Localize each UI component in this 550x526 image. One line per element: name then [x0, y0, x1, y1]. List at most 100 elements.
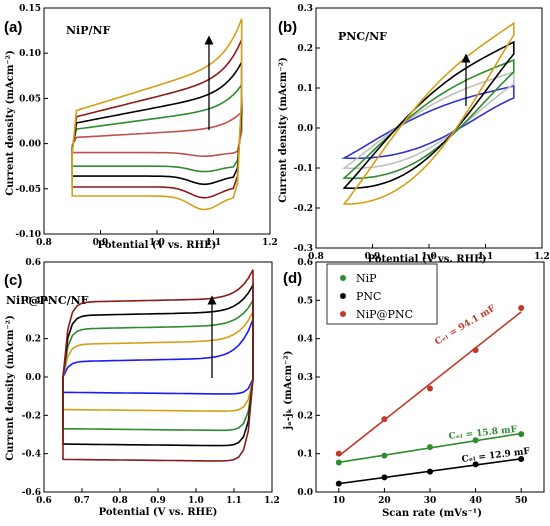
panel-d-ticks: 10 20 30 40 50 0.0 0.1 0.2 0.3 0.4 0.5 0.6: [297, 258, 527, 506]
xtick-label-2: 1.0: [149, 238, 165, 248]
ytick-label-5: 0.5: [297, 296, 313, 306]
panel-c-nip-pnc-nf: (c) NiP@PNC/NF 0.6 0.7 0.8 0.9 1.0 1.1 1.2-0.6…: [4, 258, 280, 518]
ytick-label-2: 0.2: [297, 411, 313, 421]
panel-b-pnc-nf: (b) PNC/NF 0.8 0.9 1.0 1.1 1.2-0.3-0.2-0.10.…: [278, 4, 550, 265]
point-1-3: [472, 461, 479, 468]
ytick-label-3: 0.3: [297, 373, 313, 383]
ytick-label-0: -0.6: [22, 488, 41, 498]
xtick-label-0: 10: [333, 496, 346, 506]
panel-b-title: PNC/NF: [338, 30, 387, 43]
ytick-label-0: 0.0: [297, 488, 313, 498]
panel-d-ylabel: jₐ-jₖ (mAcm⁻²): [283, 351, 294, 431]
panel-a-nip-nf: (a) NiP/NF 0.8 0.9 1.0 1.1 1.2 -0.10 -0.05 0.00…: [4, 4, 278, 251]
panel-a-curves: [71, 18, 243, 211]
panel-b-axes-frame: [315, 7, 543, 249]
point-0-3: [472, 437, 479, 444]
point-2-4: [518, 305, 525, 311]
ytick-label-2: 0.00: [19, 140, 41, 150]
ytick-label-3: 0.05: [19, 94, 41, 104]
xtick-label-1: 0.9: [93, 238, 109, 248]
point-0-4: [518, 431, 525, 438]
point-0-0: [335, 459, 342, 466]
xtick-label-2: 0.8: [112, 496, 128, 506]
panel-c-curves: [62, 269, 254, 462]
point-1-2: [427, 468, 433, 475]
legend-label-nip-pnc: NiP@PNC: [356, 308, 413, 321]
ytick-label-3: 0.0: [297, 124, 313, 134]
ytick-label-4: 0.4: [297, 335, 313, 345]
ytick-label-4: 0.1: [297, 84, 313, 94]
panel-a-ylabel: Current density (mAcm⁻²): [5, 50, 16, 196]
ytick-label-4: 0.10: [19, 49, 41, 59]
point-1-0: [335, 480, 342, 487]
ytick-label-0: -0.3: [294, 244, 313, 254]
cv-loop-a-0: [71, 110, 243, 157]
panel-d-axes-frame: [315, 261, 545, 493]
cv-loop-a-4: [71, 18, 243, 211]
panel-d-capacitance: (d) 10 20 30 40 50 0.0 0.1 0.2 0.3 0.4 0.5 0.6 Scan…: [283, 258, 545, 519]
panel-c-tag: (c): [4, 272, 22, 289]
xtick-label-3: 1.1: [478, 252, 494, 262]
ytick-label-6: 0.6: [25, 258, 41, 268]
ytick-label-5: 0.4: [25, 296, 41, 306]
ytick-label-1: -0.05: [15, 185, 41, 195]
xtick-label-1: 20: [378, 496, 391, 506]
xtick-label-2: 1.0: [421, 252, 437, 262]
panel-d-tag: (d): [283, 270, 302, 287]
panel-c-xlabel: Potential (V vs. RHE): [99, 507, 218, 518]
xtick-label-4: 1.2: [534, 252, 550, 262]
point-0-1: [381, 452, 388, 459]
panel-c-axes-frame: [43, 261, 273, 493]
panel-b-xlabel: Potential (V vs. RHE): [368, 254, 487, 265]
panel-a-xlabel: Potential (V vs. RHE): [98, 240, 217, 251]
point-2-3: [472, 347, 479, 354]
panel-a-ticks: 0.8 0.9 1.0 1.1 1.2 -0.10 -0.05 0.00 0.05 0.10 0.1…: [15, 4, 277, 248]
legend-label-pnc: PNC: [356, 290, 381, 303]
xtick-label-6: 1.2: [264, 496, 280, 506]
cv-loop-a-1: [71, 82, 243, 173]
panel-b-tag: (b): [278, 19, 297, 36]
ytick-label-2: -0.1: [294, 164, 313, 174]
point-2-0: [335, 450, 342, 457]
point-0-2: [427, 444, 433, 451]
fit-line-2: [338, 311, 522, 457]
panel-a-axes-frame: [43, 7, 271, 235]
xtick-label-2: 30: [424, 496, 437, 506]
xtick-label-3: 40: [469, 496, 482, 506]
point-1-1: [381, 474, 388, 481]
panel-d-points: [335, 305, 525, 487]
cv-loop-c-4: [62, 269, 254, 462]
xtick-label-5: 1.1: [226, 496, 242, 506]
ytick-label-6: 0.6: [297, 258, 313, 268]
ytick-label-1: -0.4: [22, 450, 41, 460]
panel-c-ylabel: Current density (mAcm⁻²): [5, 315, 16, 461]
point-1-4: [518, 456, 525, 463]
xtick-label-4: 1.2: [262, 238, 278, 248]
ytick-label-5: 0.2: [297, 44, 313, 54]
point-2-1: [381, 416, 388, 423]
panel-b-ticks: 0.8 0.9 1.0 1.1 1.2 -0.3 -0.2 -0.1 0.0 0.1 0.2 0.3: [294, 4, 550, 262]
annotation-cdl-nip-pnc: Cₑₗ = 94.1 mF: [433, 303, 497, 347]
ytick-label-4: 0.2: [25, 335, 41, 345]
ytick-label-1: 0.1: [297, 450, 313, 460]
cv-loop-c-0: [62, 319, 254, 395]
xtick-label-0: 0.6: [36, 496, 52, 506]
cv-loop-c-3: [62, 282, 254, 447]
panel-d-legend: NiP PNC NiP@PNC: [326, 263, 438, 325]
legend-label-nip: NiP: [356, 272, 377, 285]
xtick-label-1: 0.7: [74, 496, 90, 506]
legend-marker-pnc: [340, 293, 346, 299]
cv-loop-b-3: [342, 40, 515, 189]
panel-a-title: NiP/NF: [66, 24, 111, 37]
point-2-2: [427, 385, 433, 392]
panel-a-tag: (a): [4, 19, 22, 36]
ytick-label-2: -0.2: [22, 411, 41, 421]
xtick-label-3: 0.9: [150, 496, 166, 506]
ytick-label-0: -0.10: [15, 230, 41, 240]
panel-b-ylabel: Current density (mAcm⁻²): [278, 57, 289, 203]
ytick-label-5: 0.15: [19, 4, 41, 14]
cv-loop-b-4: [342, 21, 515, 205]
panel-d-xlabel: Scan rate (mVs⁻¹): [382, 508, 482, 519]
panel-b-curves: [341, 21, 515, 205]
